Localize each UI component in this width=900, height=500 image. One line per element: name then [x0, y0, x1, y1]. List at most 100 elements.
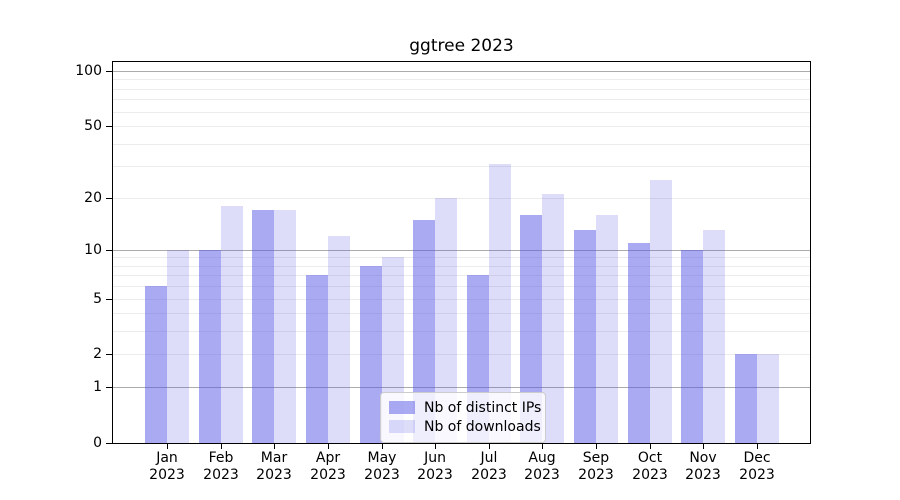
bar-downloads-nov [703, 230, 725, 443]
x-tick-month: Jan [156, 450, 178, 466]
bar-downloads-sep [596, 215, 618, 443]
bar-ips-jan [145, 286, 167, 443]
gridline-minor [113, 266, 810, 267]
y-tick [106, 354, 112, 355]
x-tick-label: Jun 2023 [393, 450, 477, 484]
legend-swatch-distinct-ips [389, 401, 415, 414]
x-tick-year: 2023 [203, 467, 239, 483]
bar-downloads-aug [542, 194, 564, 443]
bar-downloads-mar [274, 210, 296, 443]
x-tick-month: May [367, 450, 397, 466]
y-tick-label: 50 [84, 118, 102, 134]
bar-ips-mar [252, 210, 274, 443]
x-tick-year: 2023 [578, 467, 614, 483]
gridline-minor [113, 299, 810, 300]
x-tick-label: Dec 2023 [715, 450, 799, 484]
x-tick-year: 2023 [685, 467, 721, 483]
gridline-minor [113, 313, 810, 314]
x-tick-year: 2023 [739, 467, 775, 483]
x-tick-month: Mar [260, 450, 288, 466]
x-tick-month: Sep [582, 450, 610, 466]
x-tick-year: 2023 [364, 467, 400, 483]
legend-entry-downloads: Nb of downloads [389, 417, 541, 436]
x-tick [382, 443, 383, 449]
y-tick [106, 443, 112, 444]
x-tick-year: 2023 [256, 467, 292, 483]
y-tick [106, 250, 112, 251]
gridline-minor [113, 126, 810, 127]
x-tick-label: Oct 2023 [608, 450, 692, 484]
bar-ips-dec [735, 354, 757, 443]
x-tick [703, 443, 704, 449]
gridline-minor [113, 354, 810, 355]
bar-ips-apr [306, 275, 328, 443]
bar-ips-feb [199, 250, 221, 443]
x-tick-label: Jul 2023 [447, 450, 531, 484]
x-tick-year: 2023 [471, 467, 507, 483]
gridline-major [113, 387, 810, 388]
bar-ips-aug [520, 215, 542, 443]
bar-ips-oct [628, 243, 650, 443]
gridline-minor [113, 144, 810, 145]
gridline-minor [113, 112, 810, 113]
bar-downloads-jun [435, 198, 457, 443]
bar-ips-sep [574, 230, 596, 443]
x-tick-label: Apr 2023 [286, 450, 370, 484]
gridline-minor [113, 99, 810, 100]
x-tick [167, 443, 168, 449]
legend-entry-distinct-ips: Nb of distinct IPs [389, 398, 541, 417]
legend-label-distinct-ips: Nb of distinct IPs [424, 399, 542, 416]
legend-swatch-downloads [389, 420, 415, 433]
y-tick-label: 10 [84, 242, 102, 258]
gridline-minor [113, 275, 810, 276]
gridline-minor [113, 331, 810, 332]
x-tick [542, 443, 543, 449]
x-tick-year: 2023 [310, 467, 346, 483]
x-tick [328, 443, 329, 449]
x-tick-month: Apr [315, 450, 341, 466]
bar-downloads-oct [650, 180, 672, 443]
bar-downloads-feb [221, 206, 243, 443]
x-tick [489, 443, 490, 449]
gridline-minor [113, 257, 810, 258]
gridline-major [113, 71, 810, 72]
bar-downloads-jul [489, 164, 511, 443]
bar-ips-nov [681, 250, 703, 443]
x-tick-year: 2023 [632, 467, 668, 483]
gridline-minor [113, 198, 810, 199]
x-tick-label: Feb 2023 [179, 450, 263, 484]
legend: Nb of distinct IPs Nb of downloads [380, 392, 546, 443]
x-tick-label: Jan 2023 [125, 450, 209, 484]
x-tick-label: May 2023 [340, 450, 424, 484]
x-tick-month: Oct [637, 450, 663, 466]
x-tick-month: Jun [424, 450, 446, 466]
x-tick [650, 443, 651, 449]
bar-downloads-dec [757, 354, 779, 443]
gridline-minor [113, 166, 810, 167]
bar-downloads-apr [328, 236, 350, 443]
y-tick [106, 71, 112, 72]
bar-downloads-jan [167, 250, 189, 443]
y-tick-label: 0 [93, 435, 102, 451]
gridline-major [113, 250, 810, 251]
x-tick-label: Sep 2023 [554, 450, 638, 484]
x-tick-month: Dec [743, 450, 771, 466]
y-tick-label: 1 [93, 379, 102, 395]
x-tick-label: Mar 2023 [232, 450, 316, 484]
x-tick-year: 2023 [417, 467, 453, 483]
y-tick-label: 100 [75, 63, 102, 79]
x-tick-month: Nov [689, 450, 717, 466]
y-tick [106, 387, 112, 388]
x-tick-year: 2023 [524, 467, 560, 483]
y-tick [106, 126, 112, 127]
y-tick [106, 299, 112, 300]
x-tick-month: Feb [208, 450, 234, 466]
x-tick-label: Aug 2023 [500, 450, 584, 484]
x-tick [274, 443, 275, 449]
x-tick-year: 2023 [149, 467, 185, 483]
y-tick [106, 198, 112, 199]
gridline-minor [113, 89, 810, 90]
x-tick [221, 443, 222, 449]
y-tick-label: 2 [93, 346, 102, 362]
